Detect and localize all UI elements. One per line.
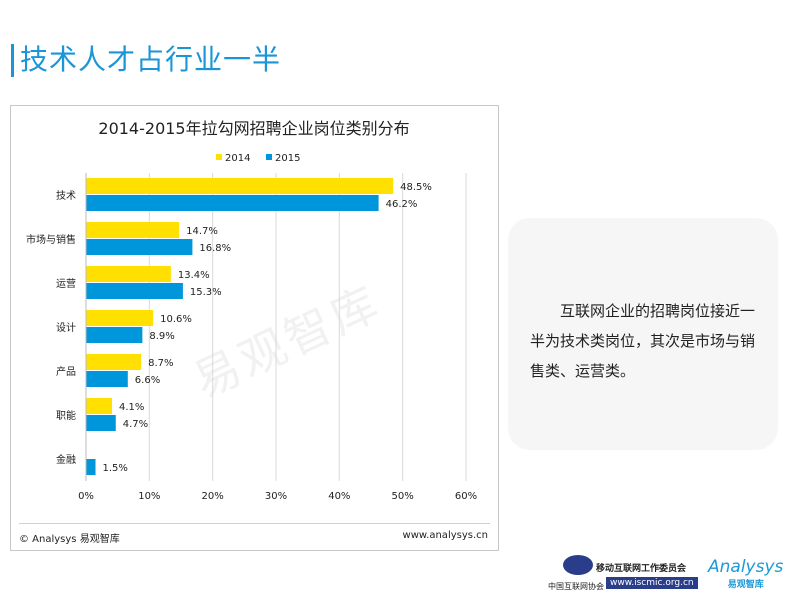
data-label: 6.6% xyxy=(135,375,160,386)
legend-swatch xyxy=(266,154,272,160)
x-tick-label: 10% xyxy=(138,491,160,502)
bar-2014 xyxy=(86,178,394,194)
bar-2014 xyxy=(86,398,112,414)
bar-2014 xyxy=(86,310,154,326)
category-label: 市场与销售 xyxy=(26,233,76,246)
source-left: © Analysys 易观智库 xyxy=(19,534,120,545)
category-label: 职能 xyxy=(56,409,76,422)
data-label: 16.8% xyxy=(199,243,231,254)
data-label: 14.7% xyxy=(186,226,218,237)
data-label: 8.7% xyxy=(148,358,173,369)
x-tick-label: 40% xyxy=(328,491,350,502)
bar-2014 xyxy=(86,222,180,238)
bar-2015 xyxy=(86,283,183,299)
x-tick-label: 20% xyxy=(202,491,224,502)
bar-2015 xyxy=(86,327,143,343)
data-label: 13.4% xyxy=(178,270,210,281)
category-label: 产品 xyxy=(56,365,76,378)
chart-panel: 易观智库 2014-2015年拉勾网招聘企业岗位类别分布 2014 2015 0% 10… xyxy=(10,105,499,551)
bar-2015 xyxy=(86,239,193,255)
title-accent-bar xyxy=(11,44,14,77)
data-label: 46.2% xyxy=(386,199,418,210)
category-label: 运营 xyxy=(56,277,76,290)
data-label: 1.5% xyxy=(103,463,128,474)
data-label: 4.1% xyxy=(119,402,144,413)
bar-chart: 2014-2015年拉勾网招聘企业岗位类别分布 2014 2015 0% 10% 20% 3… xyxy=(26,119,477,502)
divider xyxy=(19,523,490,524)
category-label: 金融 xyxy=(56,453,76,466)
analysys-logo: Analysys 易观智库 xyxy=(708,557,783,590)
data-label: 48.5% xyxy=(400,182,432,193)
legend-label: 2014 xyxy=(225,153,250,164)
org-url: www.iscmic.org.cn xyxy=(606,577,698,589)
org-name: 移动互联网工作委员会 xyxy=(596,564,687,574)
x-tick-label: 50% xyxy=(392,491,414,502)
bar-2015 xyxy=(86,415,116,431)
bar-2014 xyxy=(86,354,142,370)
legend-swatch xyxy=(216,154,222,160)
bar-2015 xyxy=(86,371,128,387)
x-tick-label: 30% xyxy=(265,491,287,502)
data-label: 10.6% xyxy=(160,314,192,325)
summary-note: 互联网企业的招聘岗位接近一半为技术类岗位，其次是市场与销售类、运营类。 xyxy=(508,218,778,450)
brand-cn: 易观智库 xyxy=(727,580,764,590)
org-sub: 中国互联网协会 xyxy=(548,582,604,591)
brand-name: Analysys xyxy=(708,557,784,577)
chart-title: 2014-2015年拉勾网招聘企业岗位类别分布 xyxy=(98,119,409,138)
iscmic-emblem-icon xyxy=(563,555,593,575)
category-label: 设计 xyxy=(56,321,76,334)
bar-2014 xyxy=(86,266,171,282)
data-label: 15.3% xyxy=(190,287,222,298)
x-tick-label: 60% xyxy=(455,491,477,502)
bar-2015 xyxy=(86,459,96,475)
data-label: 4.7% xyxy=(123,419,148,430)
page-title: 技术人才占行业一半 xyxy=(20,43,282,76)
source-right: www.analysys.cn xyxy=(402,530,488,541)
bar-2015 xyxy=(86,195,379,211)
iscmic-logo: 移动互联网工作委员会 中国互联网协会 www.iscmic.org.cn xyxy=(548,555,698,597)
legend-label: 2015 xyxy=(275,153,300,164)
x-tick-label: 0% xyxy=(78,491,94,502)
data-label: 8.9% xyxy=(149,331,174,342)
category-label: 技术 xyxy=(56,189,76,202)
